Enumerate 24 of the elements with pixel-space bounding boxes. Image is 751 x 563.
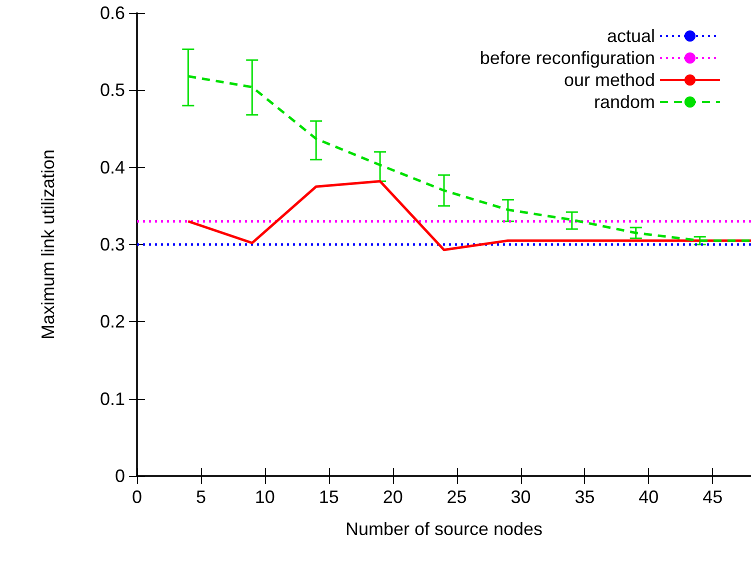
line-series bbox=[186, 180, 751, 252]
y-tick-label: 0.6 bbox=[100, 3, 125, 23]
legend-label: random bbox=[594, 92, 655, 112]
y-tick-label: 0.3 bbox=[100, 234, 125, 254]
y-tick-label: 0 bbox=[114, 466, 125, 486]
legend-label: before reconfiguration bbox=[480, 48, 655, 68]
legend-label: our method bbox=[564, 70, 655, 90]
y-axis-title: Maximum link utilization bbox=[38, 149, 58, 340]
x-tick-label: 20 bbox=[382, 487, 403, 507]
y-tick-label: 0.4 bbox=[100, 157, 125, 178]
x-tick-label: 5 bbox=[196, 487, 206, 507]
legend-label: actual bbox=[606, 26, 655, 46]
x-tick-label: 35 bbox=[574, 487, 595, 507]
x-tick-label: 30 bbox=[510, 487, 531, 507]
x-tick-label: 0 bbox=[132, 487, 142, 507]
x-tick-label: 10 bbox=[254, 487, 275, 507]
x-tick-label: 15 bbox=[318, 487, 339, 507]
x-tick-label: 25 bbox=[446, 487, 467, 507]
x-axis-title: Number of source nodes bbox=[345, 519, 543, 539]
x-tick-label: 40 bbox=[638, 487, 659, 507]
y-tick-label: 0.2 bbox=[100, 312, 125, 332]
x-tick-label: 45 bbox=[702, 487, 723, 507]
y-tick-label: 0.5 bbox=[100, 80, 125, 100]
y-tick-label: 0.1 bbox=[100, 388, 125, 409]
